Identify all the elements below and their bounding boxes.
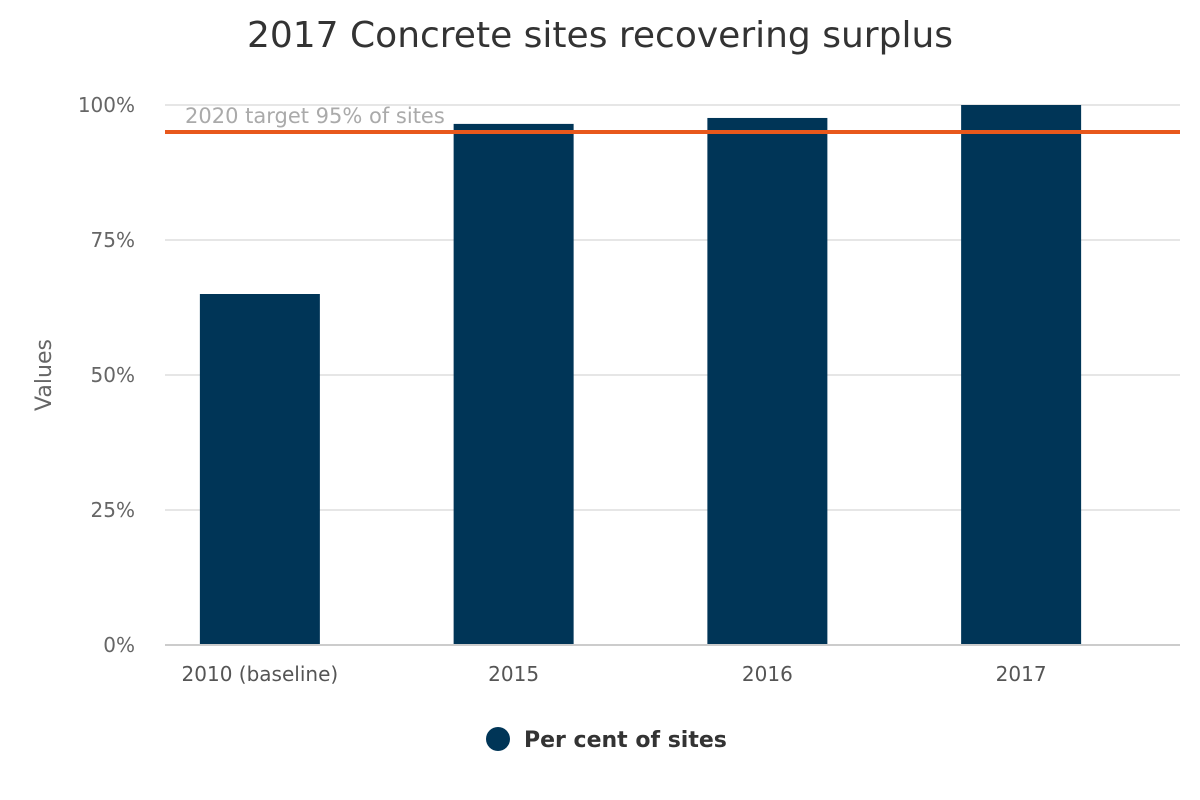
axes: 0% 25% 50% 75% 100% 2010 (baseline) 2015 2016 20… [78,93,1180,686]
x-tick-label: 2017 [996,662,1047,686]
y-tick-label: 100% [78,93,135,117]
y-tick-label: 0% [103,633,135,657]
bar[interactable] [199,294,320,645]
target-plot-line-group: 2020 target 95% of sites [165,104,1180,134]
bar[interactable] [961,105,1082,645]
legend-marker-icon [486,727,510,751]
legend-label[interactable]: Per cent of sites [524,728,727,753]
bar[interactable] [707,117,828,645]
bar[interactable] [453,123,574,645]
target-plot-line-label: 2020 target 95% of sites [185,104,445,128]
x-tick-label: 2010 (baseline) [182,662,339,686]
bar-series [199,105,1082,645]
x-tick-label: 2016 [742,662,793,686]
y-tick-label: 50% [91,363,135,387]
x-tick-label: 2015 [488,662,539,686]
y-axis-title: Values [32,339,57,411]
y-tick-label: 25% [91,498,135,522]
y-tick-label: 75% [91,228,135,252]
chart-title: 2017 Concrete sites recovering surplus [247,15,953,56]
legend[interactable]: Per cent of sites [486,727,727,753]
